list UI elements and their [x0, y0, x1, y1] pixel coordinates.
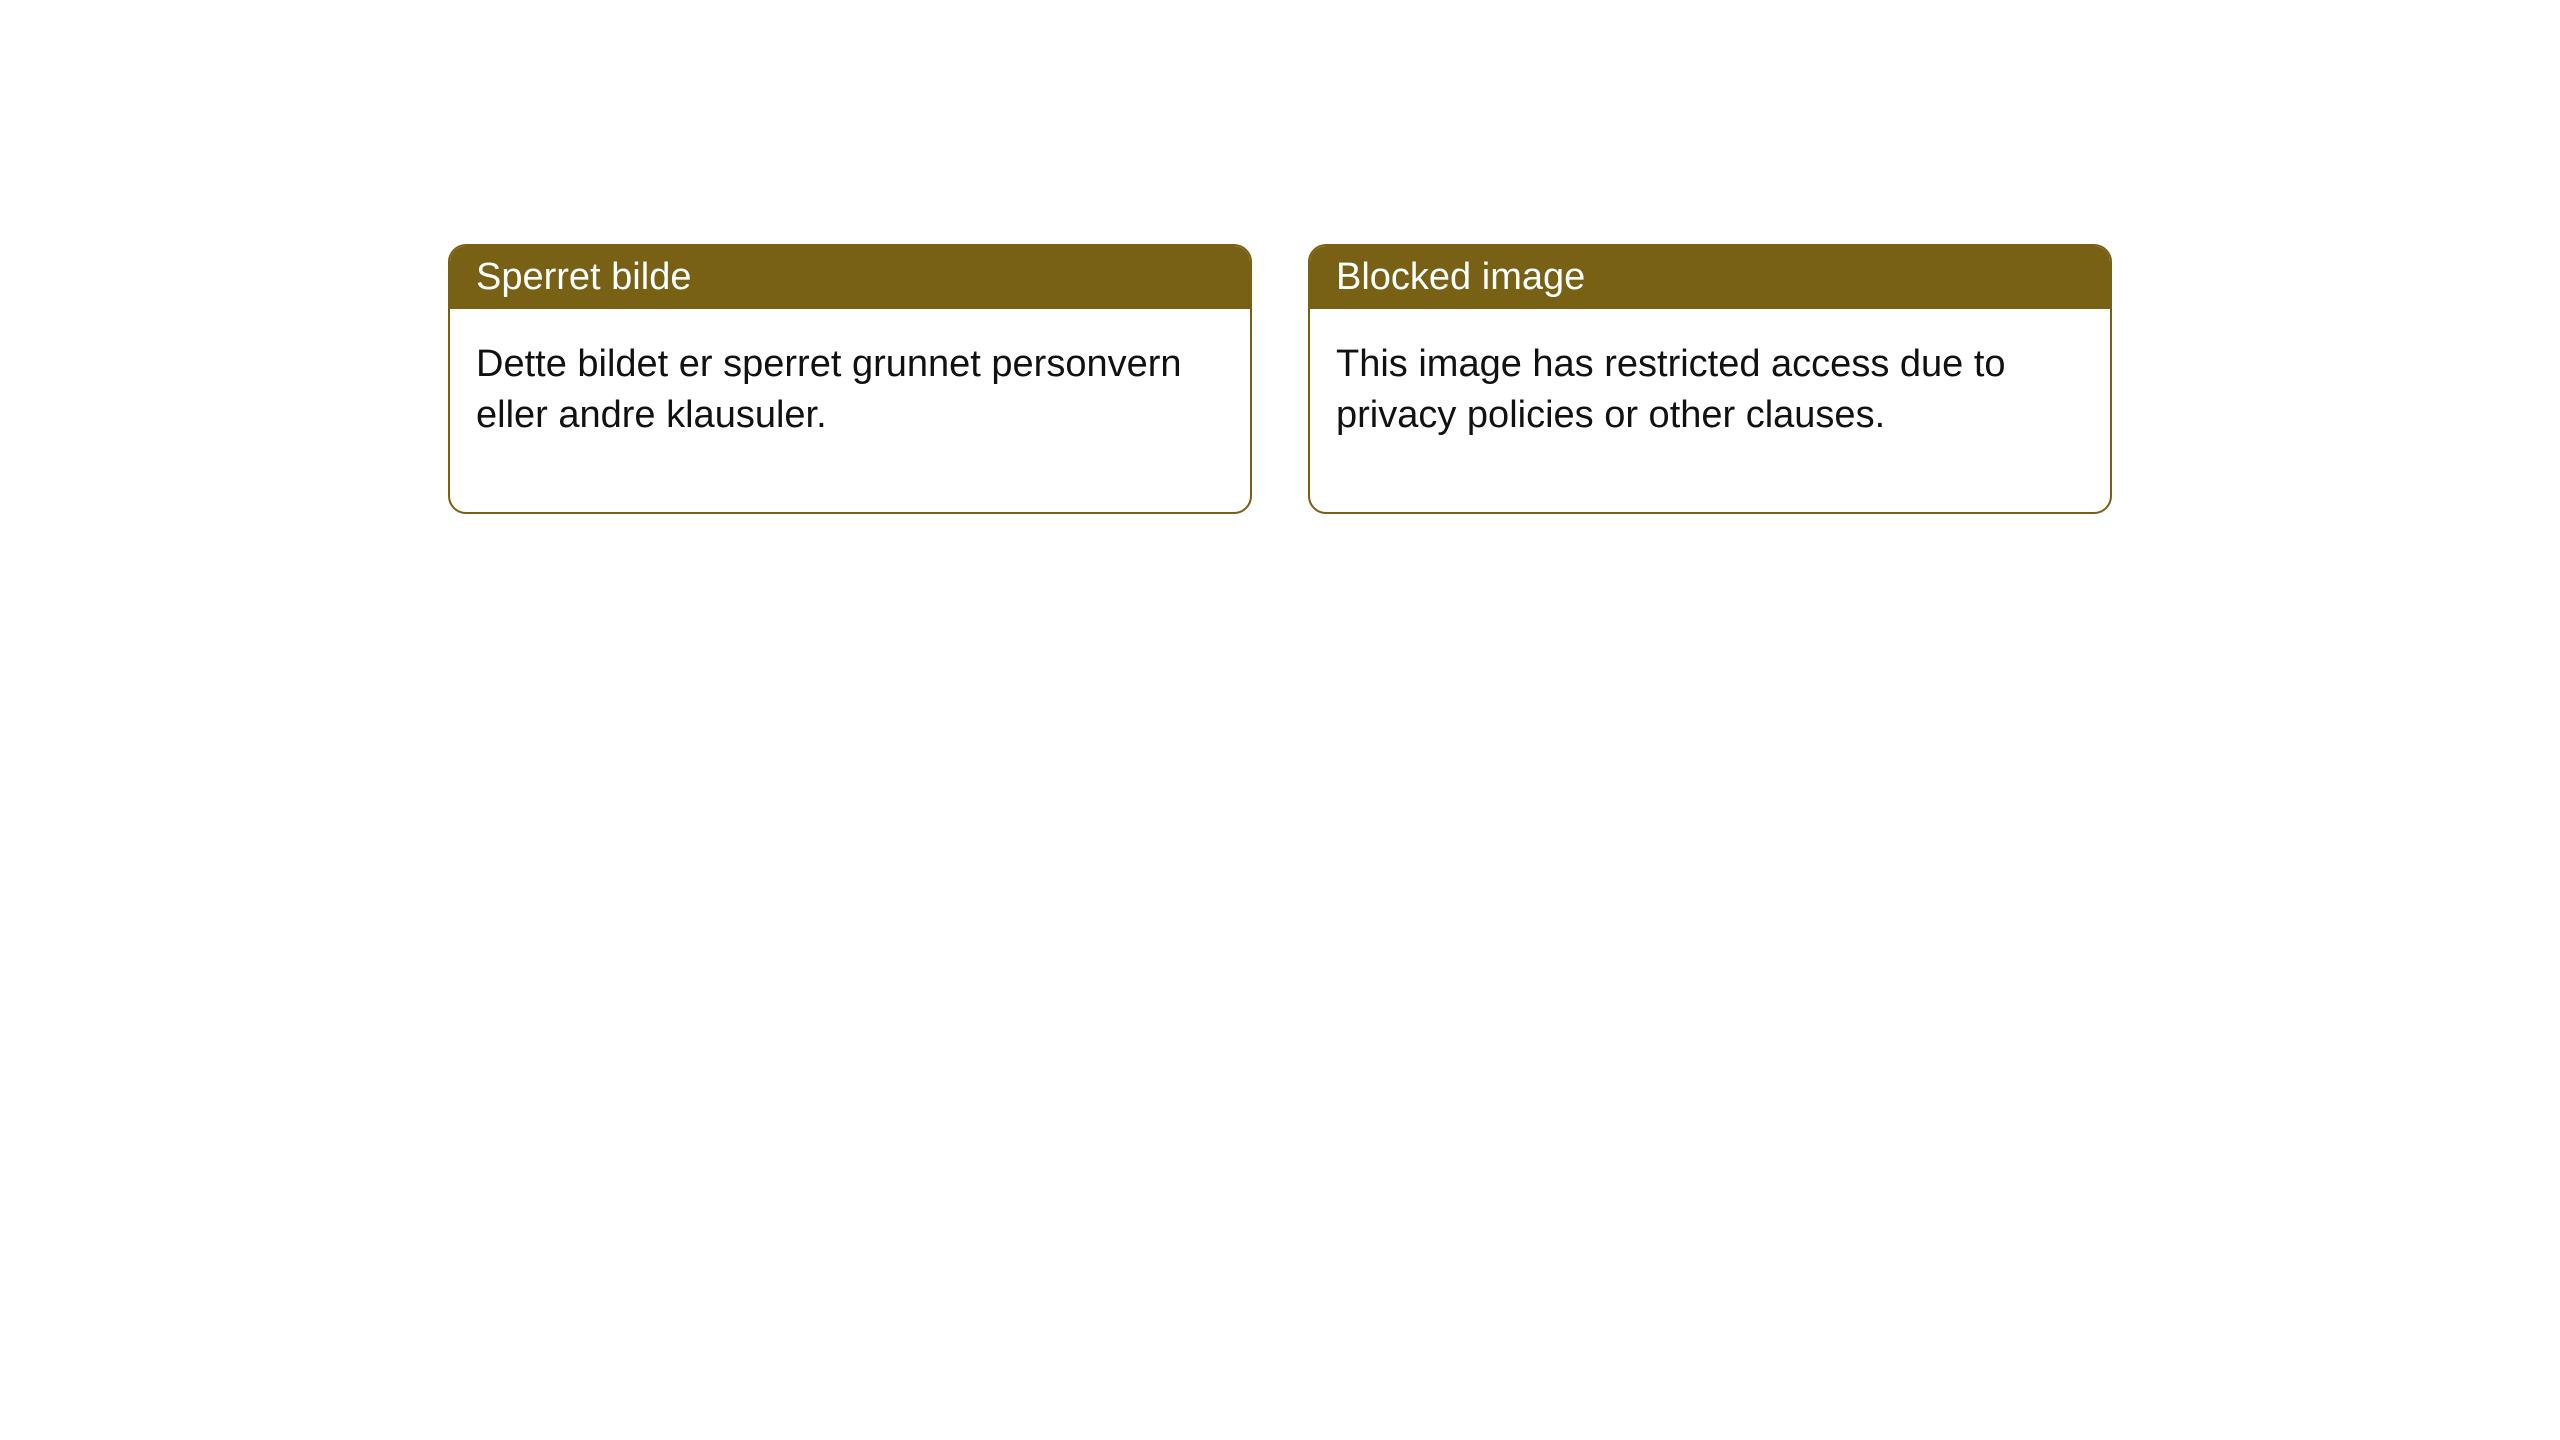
notice-title: Sperret bilde — [476, 256, 691, 298]
notice-title: Blocked image — [1336, 256, 1585, 298]
notice-header: Sperret bilde — [450, 246, 1250, 309]
notice-card-norwegian: Sperret bilde Dette bildet er sperret gr… — [448, 244, 1252, 514]
notice-header: Blocked image — [1310, 246, 2110, 309]
notice-body-text: Dette bildet er sperret grunnet personve… — [476, 343, 1182, 436]
notice-card-english: Blocked image This image has restricted … — [1308, 244, 2112, 514]
notice-body-text: This image has restricted access due to … — [1336, 343, 2006, 436]
notice-body: Dette bildet er sperret grunnet personve… — [450, 309, 1250, 512]
notice-container: Sperret bilde Dette bildet er sperret gr… — [448, 244, 2112, 514]
notice-body: This image has restricted access due to … — [1310, 309, 2110, 512]
